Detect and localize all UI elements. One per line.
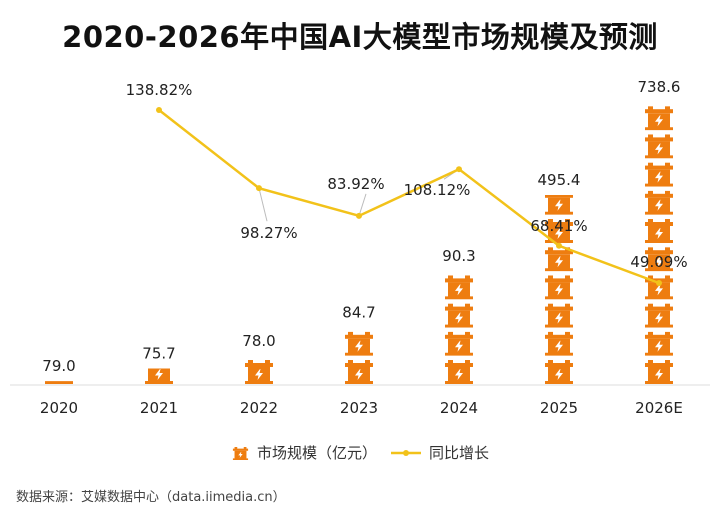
growth-value-label: 108.12% <box>404 181 471 199</box>
bar-value-label: 78.0 <box>242 332 275 350</box>
bar-2026E <box>645 106 673 384</box>
battery-icon <box>445 331 473 356</box>
battery-icon <box>145 368 173 384</box>
leader-line <box>258 188 268 222</box>
bar-value-label: 90.3 <box>442 247 475 265</box>
bar-value-label: 75.7 <box>142 344 175 362</box>
growth-point <box>156 107 162 113</box>
growth-point <box>256 185 262 192</box>
growth-value-label: 83.92% <box>327 175 384 193</box>
legend-item-growth[interactable]: 同比增长 <box>389 442 489 463</box>
bar-2022 <box>245 360 273 384</box>
source-note: 数据来源：艾媒数据中心（data.iimedia.cn） <box>16 490 286 505</box>
battery-icon <box>445 360 473 384</box>
battery-icon <box>545 247 573 272</box>
x-tick-label: 2023 <box>340 399 378 417</box>
growth-line <box>158 109 660 285</box>
battery-icon <box>345 331 373 356</box>
bar-value-label: 84.7 <box>342 304 375 322</box>
battery-icon <box>545 275 573 300</box>
growth-point <box>656 279 662 286</box>
chart-title: 2020-2026年中国AI大模型市场规模及预测 <box>62 20 658 54</box>
bar-value-label: 79.0 <box>42 357 75 375</box>
battery-icon <box>545 331 573 356</box>
legend: 市场规模（亿元） 同比增长 <box>0 442 720 463</box>
leader-line <box>358 193 367 216</box>
bar-value-label: 738.6 <box>638 78 681 96</box>
x-tick-label: 2026E <box>635 399 683 417</box>
battery-icon <box>232 446 249 460</box>
growth-value-label: 138.82% <box>126 81 193 99</box>
growth-value-label: 49.09% <box>630 253 687 271</box>
legend-item-market-size[interactable]: 市场规模（亿元） <box>231 442 377 463</box>
bar-2021 <box>145 368 173 384</box>
x-tick-label: 2024 <box>440 399 478 417</box>
bar-2024 <box>445 275 473 384</box>
legend-label-market-size: 市场规模（亿元） <box>256 444 377 462</box>
battery-icon <box>545 195 573 215</box>
battery-icon <box>445 275 473 300</box>
battery-icon <box>445 303 473 328</box>
growth-value-label: 68.41% <box>530 217 587 235</box>
battery-icon <box>645 134 673 159</box>
battery-icon <box>645 303 673 328</box>
bar-2023 <box>345 331 373 384</box>
line-marker-icon <box>391 449 421 456</box>
x-tick-label: 2021 <box>140 399 178 417</box>
battery-icon <box>645 331 673 356</box>
battery-icon <box>645 219 673 243</box>
growth-point <box>556 242 562 249</box>
growth-point <box>456 166 462 173</box>
battery-icon <box>245 360 273 384</box>
battery-icon <box>545 360 573 384</box>
x-tick-label: 2020 <box>40 399 78 417</box>
battery-icon <box>645 360 673 384</box>
battery-icon <box>545 303 573 328</box>
x-tick-label: 2025 <box>540 399 578 417</box>
bar-value-label: 495.4 <box>538 171 581 189</box>
battery-icon <box>645 162 673 187</box>
legend-label-growth: 同比增长 <box>429 444 490 462</box>
growth-point <box>356 212 362 219</box>
growth-value-label: 98.27% <box>240 224 297 242</box>
battery-icon <box>645 106 673 131</box>
battery-icon <box>645 190 673 215</box>
battery-icon <box>345 360 373 384</box>
x-tick-label: 2022 <box>240 399 278 417</box>
